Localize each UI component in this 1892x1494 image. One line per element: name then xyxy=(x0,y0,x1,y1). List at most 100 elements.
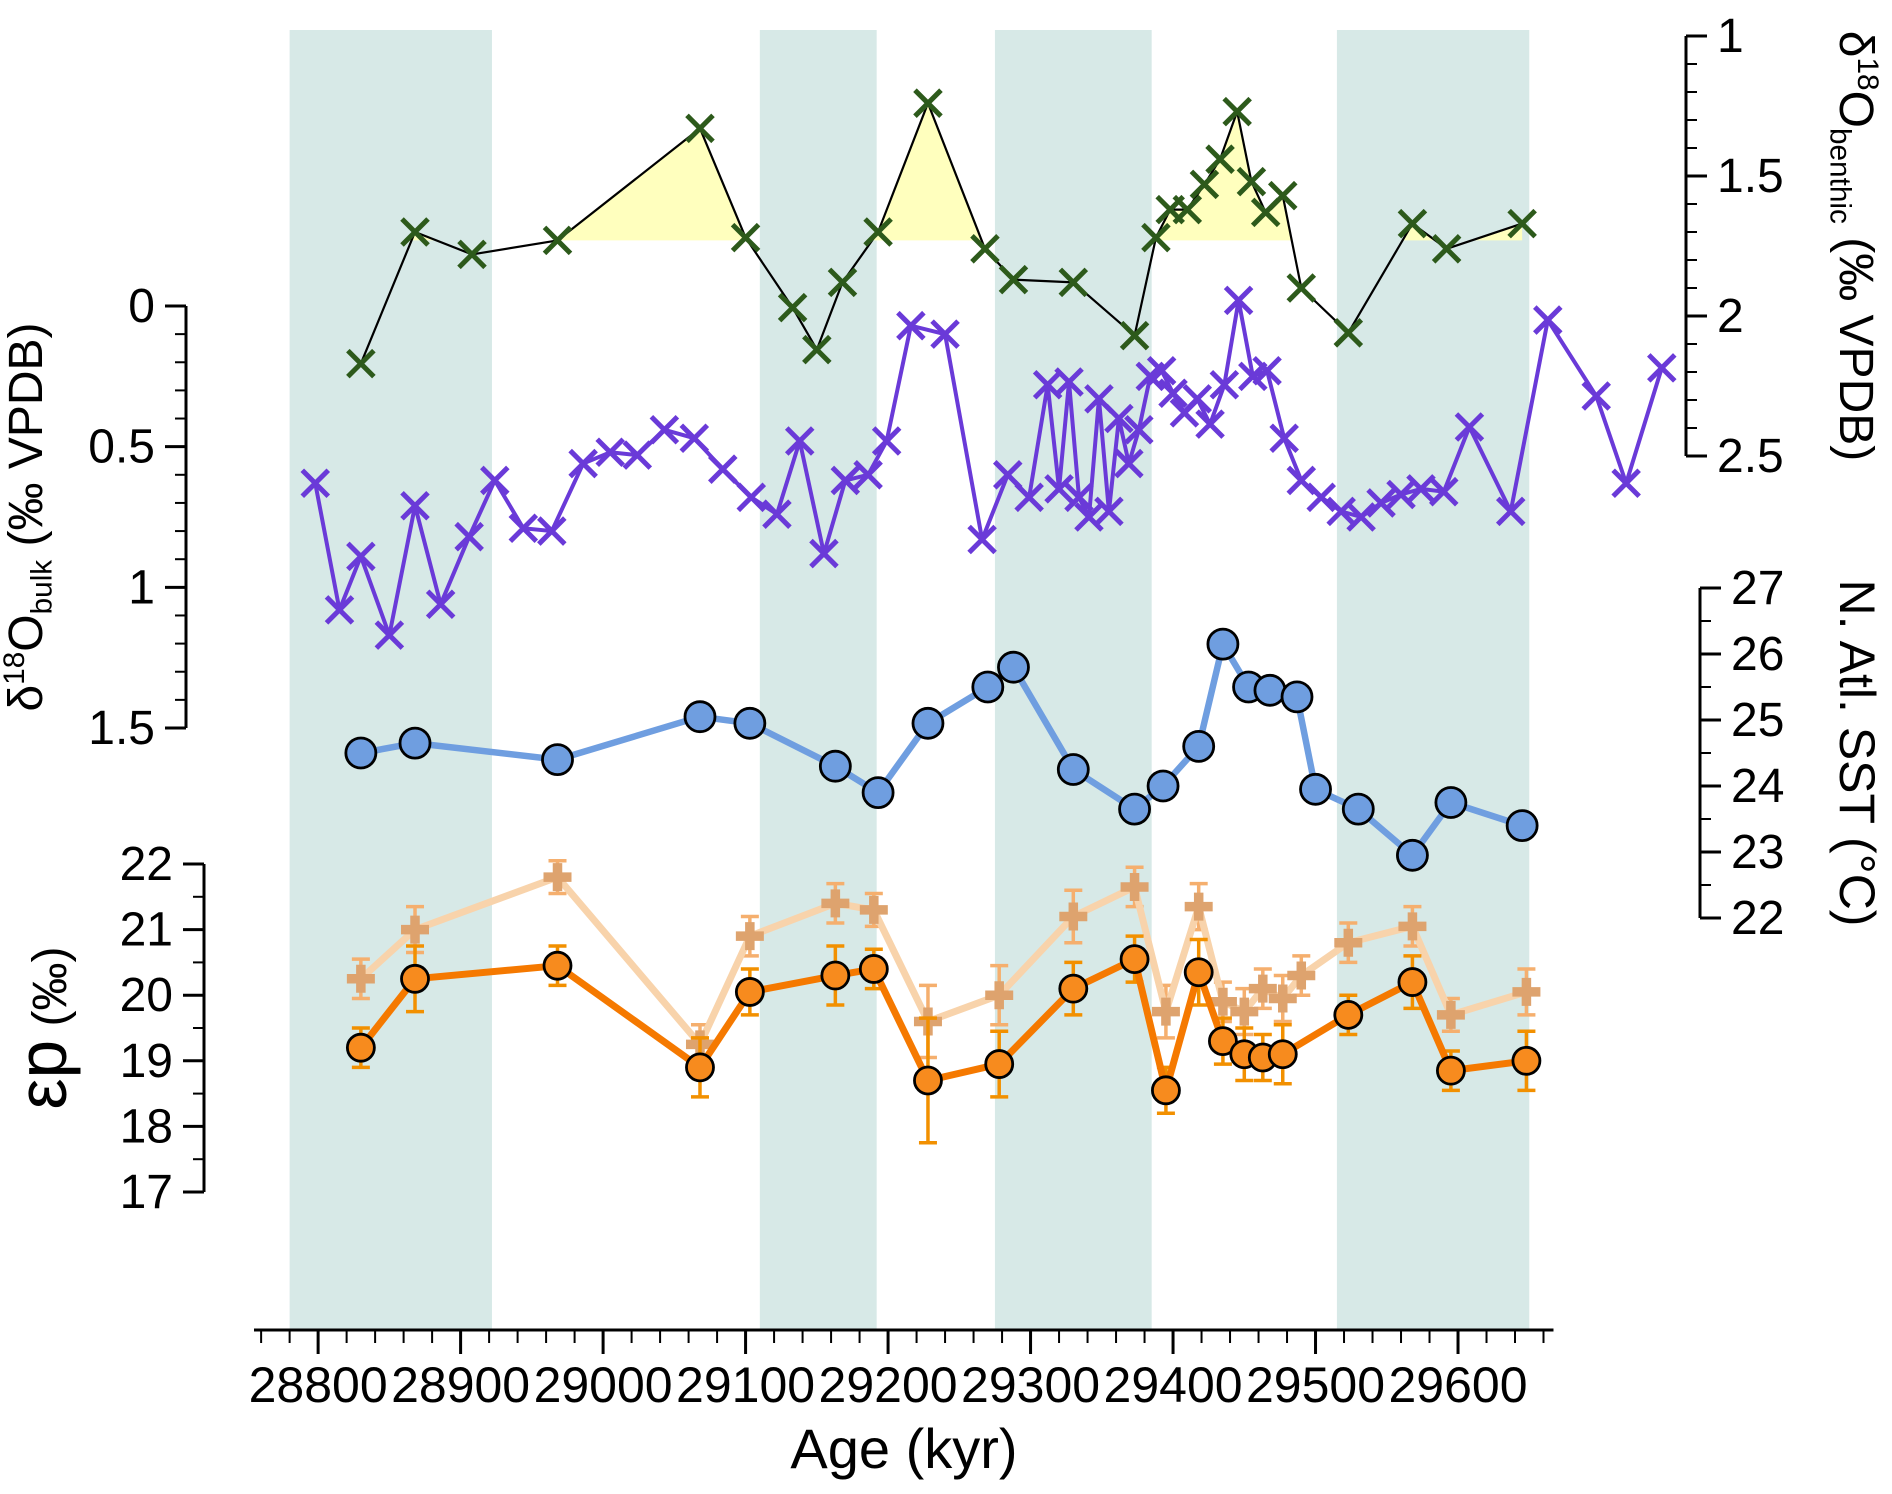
circle-marker-icon xyxy=(1434,786,1468,819)
plus-marker-icon xyxy=(1248,974,1277,1003)
x-marker-icon xyxy=(1286,273,1317,303)
x-marker-icon xyxy=(1236,166,1267,197)
x-tick-label: 29500 xyxy=(1246,1357,1385,1413)
x-marker-icon xyxy=(802,334,832,365)
x-marker-icon xyxy=(1269,423,1299,453)
tick-label: 17 xyxy=(120,1166,173,1219)
tick-label: 1 xyxy=(128,561,155,614)
circle-marker-icon xyxy=(1146,769,1180,803)
stadial-bands xyxy=(289,30,1530,1330)
tick-label: 26 xyxy=(1731,628,1784,681)
circle-marker-icon xyxy=(733,706,767,740)
tick-label: 25 xyxy=(1731,694,1784,747)
circle-marker-icon xyxy=(858,954,889,984)
tick-label: 2.5 xyxy=(1717,430,1784,483)
x-marker-icon xyxy=(324,595,355,625)
x-marker-icon xyxy=(685,113,715,144)
x-marker-icon xyxy=(679,423,710,453)
tick-label: 1.5 xyxy=(88,702,155,755)
x-tick-label: 29600 xyxy=(1388,1357,1527,1413)
x-marker-icon xyxy=(967,524,997,555)
x-marker-icon xyxy=(1495,496,1526,527)
x-marker-icon xyxy=(1094,496,1124,527)
x-marker-icon xyxy=(1333,318,1364,348)
x-marker-icon xyxy=(374,620,405,650)
tick-label: 2 xyxy=(1717,290,1744,343)
circle-marker-icon xyxy=(1206,627,1240,661)
circle-marker-icon xyxy=(984,1049,1015,1079)
x-marker-icon xyxy=(1141,222,1171,253)
x-marker-icon xyxy=(1044,474,1074,504)
x-marker-icon xyxy=(1119,320,1150,351)
plus-marker-icon xyxy=(1512,977,1541,1006)
x-marker-icon xyxy=(784,426,815,456)
x-marker-icon xyxy=(1397,208,1428,239)
x-marker-icon xyxy=(1172,194,1203,225)
plus-marker-icon xyxy=(1151,997,1180,1026)
x-marker-icon xyxy=(1454,412,1485,442)
tick-label: 18 xyxy=(120,1100,173,1153)
axis-bulk: 0 0.5 1 1.5 δ18Obulk (‰ VPDB) xyxy=(0,280,188,755)
stadial-band xyxy=(289,30,492,1330)
tick-label: 19 xyxy=(120,1035,173,1088)
tick-label: 22 xyxy=(1731,892,1784,945)
circle-marker-icon xyxy=(1333,999,1364,1030)
plus-marker-icon xyxy=(1287,961,1316,990)
circle-marker-icon xyxy=(1208,1026,1238,1057)
circle-marker-icon xyxy=(1397,967,1428,997)
x-marker-icon xyxy=(1366,488,1396,518)
circle-marker-icon xyxy=(1505,809,1539,842)
plus-marker-icon xyxy=(1398,912,1427,941)
x-marker-icon xyxy=(992,460,1023,490)
x-marker-icon xyxy=(736,482,767,513)
circle-marker-icon xyxy=(1118,792,1151,826)
x-marker-icon xyxy=(1431,234,1462,264)
tick-label: 27 xyxy=(1731,562,1784,615)
x-marker-icon xyxy=(542,225,573,256)
tick-label: 1 xyxy=(1717,10,1744,63)
x-marker-icon xyxy=(809,538,839,569)
circle-marker-icon xyxy=(1056,753,1090,786)
x-marker-icon xyxy=(400,217,430,247)
x-marker-icon xyxy=(1507,208,1537,239)
circle-marker-icon xyxy=(971,670,1005,704)
circle-marker-icon xyxy=(861,776,895,809)
circle-marker-icon xyxy=(1182,730,1216,763)
circle-marker-icon xyxy=(685,1052,715,1083)
tick-label: 20 xyxy=(120,969,173,1022)
circle-marker-icon xyxy=(398,726,432,760)
x-marker-icon xyxy=(708,454,738,484)
x-marker-icon xyxy=(830,465,861,496)
circle-marker-icon xyxy=(1058,973,1089,1004)
axis-benthic: 1 1.5 2 2.5 δ18Obenthic (‰ VPDB) xyxy=(1684,10,1884,483)
x-tick-label: 28900 xyxy=(391,1357,530,1413)
x-marker-icon xyxy=(1222,96,1252,127)
tick-label: 22 xyxy=(120,838,173,891)
plus-marker-icon xyxy=(1334,928,1363,957)
x-marker-icon xyxy=(568,448,598,479)
plus-marker-icon xyxy=(1436,1000,1465,1029)
axis-title-sst: N. Atl. SST (°C) xyxy=(1829,580,1885,927)
circle-marker-icon xyxy=(1183,957,1214,988)
tick-label: 23 xyxy=(1731,826,1784,879)
x-tick-label: 29100 xyxy=(676,1357,815,1413)
x-marker-icon xyxy=(1611,468,1641,499)
circle-marker-icon xyxy=(1341,792,1375,826)
x-marker-icon xyxy=(970,234,1000,264)
x-marker-icon xyxy=(762,499,792,529)
x-marker-icon xyxy=(1223,285,1254,316)
axis-ep: 17 18 19 20 21 22 εp (‰) xyxy=(3,838,206,1219)
circle-marker-icon xyxy=(542,950,573,981)
circle-marker-icon xyxy=(1299,772,1332,806)
x-tick-label: 29200 xyxy=(819,1357,958,1413)
x-marker-icon xyxy=(913,88,943,118)
x-marker-icon xyxy=(827,267,858,298)
circle-marker-icon xyxy=(1435,1055,1466,1086)
x-marker-icon xyxy=(454,521,484,552)
x-marker-icon xyxy=(1346,502,1376,532)
circle-marker-icon xyxy=(683,700,717,734)
plus-marker-icon xyxy=(821,889,850,918)
x-marker-icon xyxy=(863,217,893,247)
